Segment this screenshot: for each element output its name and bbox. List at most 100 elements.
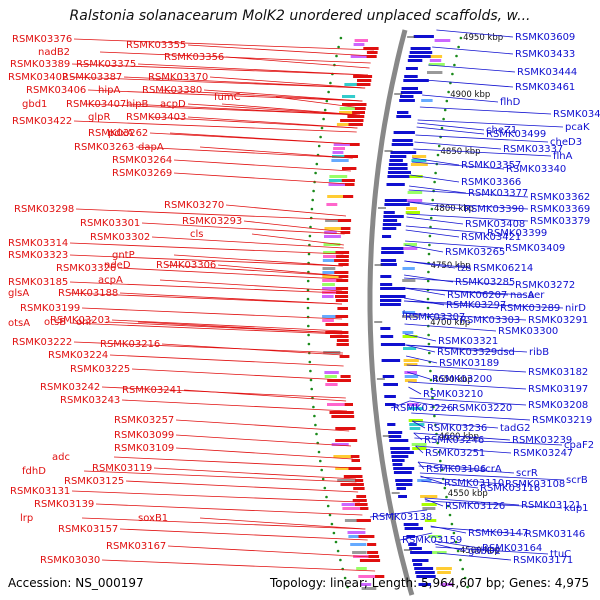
feature-band-left [325, 383, 337, 386]
gene-feature-left [367, 543, 376, 546]
gene-leader-right [417, 127, 484, 134]
gene-label-left: acpD [160, 99, 186, 110]
gene-label-left: RSMK03380 [142, 85, 202, 96]
gene-feature-right [392, 139, 412, 142]
gene-feature-right [381, 343, 405, 346]
gene-feature-left [337, 307, 348, 310]
gene-label-left: RSMK03407 [66, 99, 126, 110]
gene-feature-right [384, 211, 395, 214]
feature-band-right [406, 207, 417, 210]
gene-label-left: RSMK03157 [58, 524, 118, 535]
gene-label-right: RSMK03499 [486, 129, 546, 140]
gene-feature-right [383, 227, 397, 230]
gene-leader-left [132, 369, 344, 380]
gene-feature-left [341, 375, 351, 378]
gene-label-left: fdhD [22, 466, 46, 477]
track-dot-left [321, 127, 324, 130]
gene-label-right: RSMK03219 [532, 415, 592, 426]
track-dot-right [430, 217, 433, 220]
gene-label-left: RSMK03270 [164, 200, 224, 211]
gene-label-left: RSMK03301 [80, 218, 140, 229]
track-dot-left [310, 388, 313, 391]
gene-feature-left [340, 119, 363, 122]
track-dot-left [312, 190, 315, 193]
feature-band-left [329, 179, 342, 182]
track-dot-left [339, 559, 342, 562]
gene-feature-left [340, 355, 350, 358]
feature-band-left [352, 551, 367, 554]
gene-feature-right [411, 47, 431, 50]
gene-leader-left [102, 560, 375, 571]
gene-leader-left [170, 133, 355, 144]
feature-band-left [323, 255, 336, 258]
feature-band-left [327, 195, 343, 198]
gene-label-left: RSMK03323 [8, 250, 68, 261]
gene-feature-right [391, 455, 408, 458]
gene-feature-right [383, 375, 395, 378]
gene-feature-right [382, 359, 401, 362]
feature-band-left [354, 43, 365, 46]
gene-feature-right [387, 175, 409, 178]
track-dot-left [329, 82, 332, 85]
track-dot-left [314, 172, 317, 175]
gene-label-left: RSMK03403 [126, 112, 186, 123]
feature-band-right [422, 503, 437, 506]
track-dot-left [313, 415, 316, 418]
gene-label-left: otsA [8, 318, 30, 329]
gene-label-left: RSMK03402 [8, 72, 68, 83]
gene-label-right: RSMK03265 [445, 247, 505, 258]
track-dot-left [316, 163, 319, 166]
gene-label-right: scrR [516, 468, 538, 479]
gene-label-right: RSMK03421 [461, 232, 521, 243]
track-dot-right [433, 181, 436, 184]
gene-label-left: RSMK03387 [62, 72, 122, 83]
track-dot-left [307, 280, 310, 283]
gene-label-right: RSMK03164 [482, 543, 542, 554]
gene-label-right: RSMK03200 [432, 374, 492, 385]
track-dot-right [428, 352, 431, 355]
track-dot-right [427, 271, 430, 274]
gene-feature-right [390, 155, 406, 158]
feature-band-left [344, 83, 356, 86]
gene-feature-right [389, 159, 403, 162]
gene-feature-left [341, 483, 364, 486]
track-dot-right [455, 55, 458, 58]
feature-band-right [403, 267, 415, 270]
feature-band-left [322, 271, 334, 274]
gene-label-right: RSMK03369 [530, 204, 590, 215]
track-dot-right [449, 514, 452, 517]
gene-feature-right [406, 67, 418, 70]
feature-band-right [412, 155, 426, 158]
gene-label-left: RSMK03422 [12, 116, 72, 127]
track-dot-right [442, 118, 445, 121]
gene-feature-right [413, 563, 422, 566]
gene-feature-left [342, 167, 356, 170]
gene-label-left: RSMK03099 [114, 430, 174, 441]
gene-feature-right [405, 527, 423, 530]
gene-feature-right [394, 131, 415, 134]
feature-band-right [411, 163, 428, 166]
gene-feature-left [351, 111, 365, 114]
feature-band-left [356, 567, 367, 570]
track-dot-left [319, 136, 322, 139]
gene-label-left: RSMK03216 [100, 339, 160, 350]
gene-label-left: RSMK03263 [74, 142, 134, 153]
track-dot-right [451, 523, 454, 526]
gene-label-left: lrp [20, 513, 33, 524]
gene-label-left: RSMK03326 [56, 263, 116, 274]
track-dot-left [310, 379, 313, 382]
gene-feature-left [335, 295, 348, 298]
gene-feature-right [415, 571, 435, 574]
track-dot-left [314, 424, 317, 427]
feature-band-right [405, 379, 417, 382]
track-dot-right [459, 559, 462, 562]
gene-label-left: RSMK03356 [164, 52, 224, 63]
gene-label-left: hipA [98, 85, 120, 96]
gene-feature-right [380, 287, 405, 290]
gene-feature-right [380, 275, 391, 278]
feature-band-right [408, 191, 423, 194]
gene-feature-left [335, 439, 357, 442]
gene-feature-right [381, 263, 397, 266]
gene-feature-left [342, 103, 367, 106]
gene-feature-left [336, 299, 348, 302]
